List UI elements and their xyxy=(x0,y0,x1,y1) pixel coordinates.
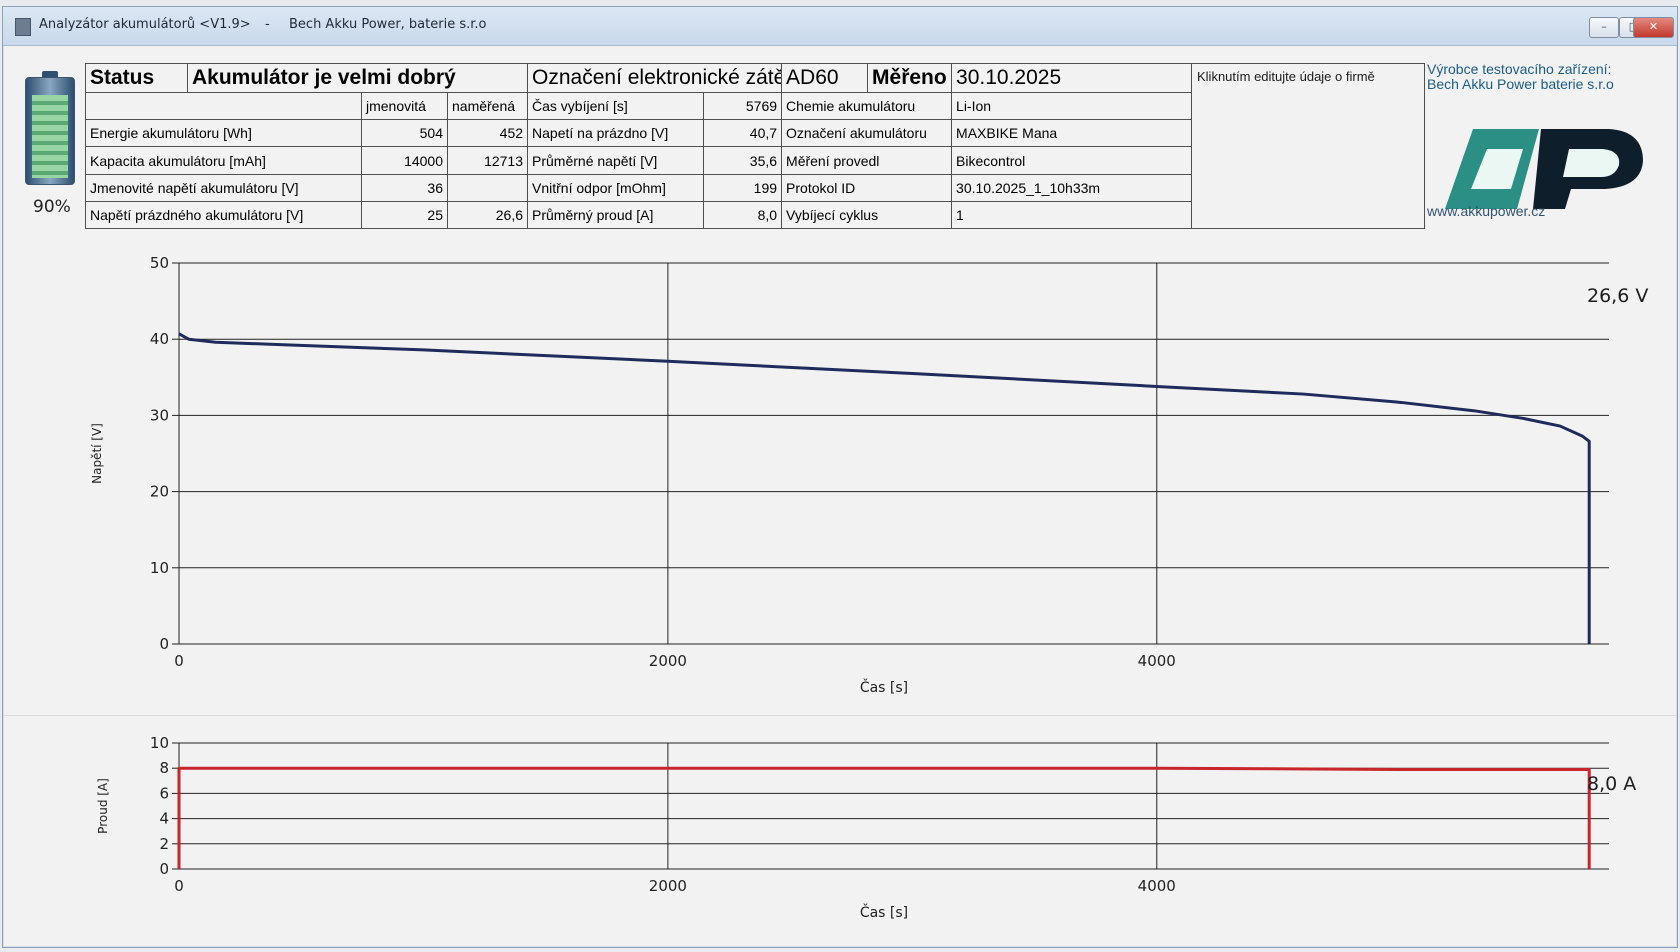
row-label3: Měření provedl xyxy=(781,146,953,175)
row-label: Kapacita akumulátoru [mAh] xyxy=(85,146,362,175)
y-tick-label: 10 xyxy=(150,559,169,577)
row-value2: 5769 xyxy=(703,92,783,121)
measured-label: Měřeno dne xyxy=(867,62,953,94)
company-logo: AP xyxy=(1445,129,1643,209)
row-value3: 30.10.2025_1_10h33m xyxy=(951,173,1193,202)
x-axis-label: Čas [s] xyxy=(860,903,908,921)
row-label2: Průměrný proud [A] xyxy=(527,200,705,230)
row-label: Jmenovité napětí akumulátoru [V] xyxy=(85,173,362,202)
y-axis-label: Napětí [V] xyxy=(90,423,104,484)
y-axis-label: Proud [A] xyxy=(96,778,110,834)
row-label2: Vnitřní odpor [mOhm] xyxy=(527,173,705,202)
row-empty xyxy=(85,92,362,121)
info-table: Status Akumulátor je velmi dobrý Označen… xyxy=(85,62,1193,230)
minimize-button[interactable]: – xyxy=(1589,17,1619,38)
y-tick-label: 4 xyxy=(159,810,169,828)
y-tick-label: 6 xyxy=(159,784,169,802)
row-label3: Označení akumulátoru xyxy=(781,119,953,148)
row-label2: Čas vybíjení [s] xyxy=(527,92,705,121)
load-value: AD60 xyxy=(781,62,869,94)
x-tick-label: 2000 xyxy=(649,652,687,670)
maker-panel: Výrobce testovacího zařízení: Bech Akku … xyxy=(1427,61,1657,231)
row-measured: 26,6 xyxy=(446,200,529,230)
row-label: Energie akumulátoru [Wh] xyxy=(85,119,362,148)
battery-cap xyxy=(42,71,58,79)
row-value2: 8,0 xyxy=(703,200,783,230)
row-nominal: 36 xyxy=(361,173,448,202)
y-tick-label: 50 xyxy=(150,254,169,272)
maker-title: Výrobce testovacího zařízení: xyxy=(1427,61,1612,77)
x-tick-label: 2000 xyxy=(649,877,687,895)
row-label3: Chemie akumulátoru xyxy=(781,92,953,121)
row-measured: 12713 xyxy=(446,146,529,175)
y-tick-label: 0 xyxy=(159,635,169,653)
row-nominal: 504 xyxy=(361,119,448,148)
row-nominal: 25 xyxy=(361,200,448,230)
y-tick-label: 10 xyxy=(150,734,169,752)
series-line xyxy=(177,766,1591,869)
title-bar[interactable]: Analyzátor akumulátorů <V1.9> - Bech Akk… xyxy=(3,7,1677,46)
app-window: Analyzátor akumulátorů <V1.9> - Bech Akk… xyxy=(2,6,1678,948)
battery-fill xyxy=(32,95,68,178)
row-value3: MAXBIKE Mana xyxy=(951,119,1193,148)
y-tick-label: 20 xyxy=(150,483,169,501)
y-tick-label: 40 xyxy=(150,330,169,348)
current-current-value: 8,0 A xyxy=(1587,773,1637,795)
company-edit-box[interactable]: Kliknutím editujte údaje o firmě xyxy=(1191,63,1425,229)
series-line xyxy=(178,332,1591,644)
status-label: Status xyxy=(85,62,188,94)
window-title: Analyzátor akumulátorů <V1.9> xyxy=(39,17,251,32)
y-tick-label: 8 xyxy=(159,759,169,777)
voltage-chart: 0 10 20 30 40 50 0 2000 4000 Čas [s] Napětí [V] xyxy=(90,254,1609,696)
x-tick-label: 0 xyxy=(174,877,184,895)
voltage-current-value: 26,6 V xyxy=(1587,285,1649,307)
x-tick-label: 0 xyxy=(174,652,184,670)
x-tick-label: 4000 xyxy=(1138,652,1176,670)
y-tick-label: 2 xyxy=(159,835,169,853)
app-icon xyxy=(15,18,31,36)
battery-percent: 90% xyxy=(33,197,71,217)
close-button[interactable]: ✕ xyxy=(1633,17,1674,38)
title-separator: - xyxy=(265,17,270,32)
load-label: Označení elektronické zátěže xyxy=(527,62,783,94)
x-axis-label: Čas [s] xyxy=(860,678,908,696)
maker-url[interactable]: www.akkupower.cz xyxy=(1427,203,1546,219)
row-measured: 452 xyxy=(446,119,529,148)
y-tick-label: 0 xyxy=(159,860,169,878)
y-tick-label: 30 xyxy=(150,406,169,424)
row-value3: Bikecontrol xyxy=(951,146,1193,175)
row-label: Napětí prázdného akumulátoru [V] xyxy=(85,200,362,230)
row-label2: Průměrné napětí [V] xyxy=(527,146,705,175)
row-label3: Vybíjecí cyklus xyxy=(781,200,953,230)
row-value2: 35,6 xyxy=(703,146,783,175)
x-tick-label: 4000 xyxy=(1138,877,1176,895)
header-measured: naměřená xyxy=(446,92,529,121)
row-value2: 199 xyxy=(703,173,783,202)
maker-name: Bech Akku Power baterie s.r.o xyxy=(1427,76,1614,92)
header-nominal: jmenovitá xyxy=(361,92,448,121)
row-value3: Li-Ion xyxy=(951,92,1193,121)
row-label3: Protokol ID xyxy=(781,173,953,202)
battery-body xyxy=(25,77,75,185)
row-nominal: 14000 xyxy=(361,146,448,175)
chart-separator xyxy=(3,715,1677,716)
title-company: Bech Akku Power, baterie s.r.o xyxy=(289,17,487,32)
row-value3: 1 xyxy=(951,200,1193,230)
battery-icon xyxy=(25,71,75,185)
row-value2: 40,7 xyxy=(703,119,783,148)
row-measured xyxy=(446,173,529,202)
status-value: Akumulátor je velmi dobrý xyxy=(186,62,529,94)
row-label2: Napetí na prázdno [V] xyxy=(527,119,705,148)
measured-value: 30.10.2025 xyxy=(951,62,1193,94)
current-chart: 0 2 4 6 8 10 0 2000 4000 Čas [s] Proud [A] xyxy=(96,734,1609,921)
